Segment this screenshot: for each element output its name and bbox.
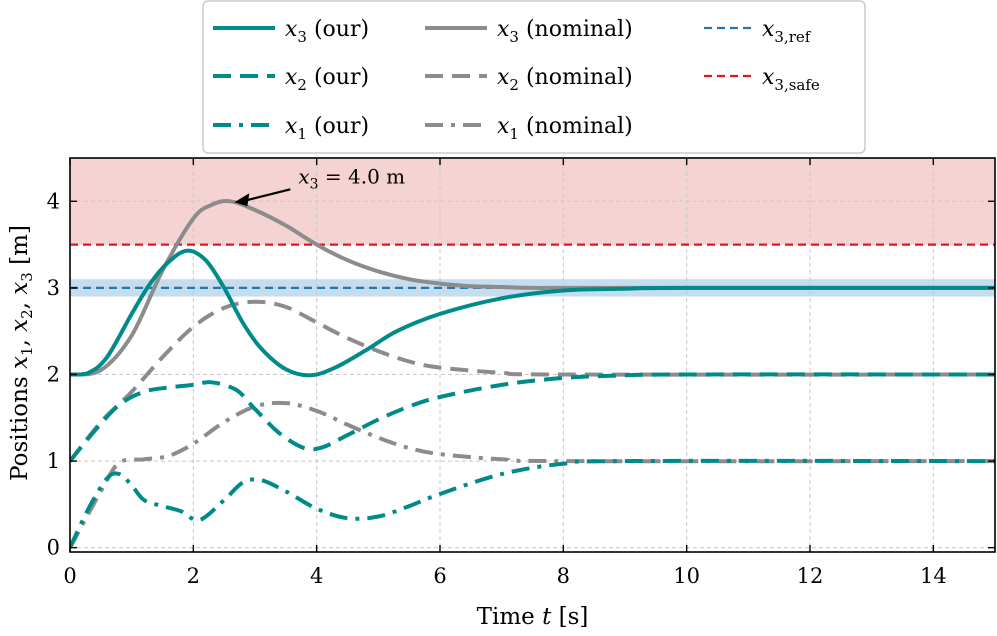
annotation-label: x3 = 4.0 m (298, 164, 405, 192)
x-tick-label: 10 (673, 564, 700, 588)
x-tick-label: 4 (310, 564, 323, 588)
y-tick-label: 1 (47, 449, 60, 473)
series-line-x2-nominal (70, 299, 995, 463)
annotation-arrow-line (246, 188, 291, 202)
y-tick-label: 3 (47, 276, 60, 300)
series-lines (70, 199, 995, 549)
axis-labels: Time t [s] Positions x1, x2, x3 [m] (7, 225, 588, 630)
annotation: x3 = 4.0 m (234, 164, 405, 207)
legend-label: x1 (our) (285, 114, 369, 143)
legend: x3 (our) x2 (our) x1 (our) x3 (nominal) x2 (… (202, 0, 866, 154)
legend-label: x3 (nominal) (497, 17, 633, 46)
series-line-x3-nominal (70, 199, 995, 377)
y-axis-label: Positions x1, x2, x3 [m] (7, 225, 36, 481)
x-tick-label: 12 (797, 564, 824, 588)
x-tick-label: 14 (920, 564, 947, 588)
legend-item: x3 (our) (213, 17, 369, 46)
y-tick-label: 0 (47, 536, 60, 560)
series-line-x3-our (70, 248, 995, 378)
series-line-x1-our (70, 458, 995, 549)
plot-frame (69, 157, 996, 553)
x-tick-label: 8 (557, 564, 570, 588)
annotation-arrow-head (234, 193, 250, 207)
legend-item: x1 (our) (213, 114, 369, 143)
y-tick-label: 2 (47, 362, 60, 386)
legend-label: x3,ref (762, 17, 812, 46)
series-line-x1-nominal (70, 400, 995, 549)
x-tick-label: 2 (187, 564, 200, 588)
legend-item: x2 (nominal) (425, 65, 633, 94)
legend-label: x1 (nominal) (497, 114, 633, 143)
x-tick-label: 6 (433, 564, 446, 588)
legend-label: x2 (our) (285, 65, 369, 94)
legend-item: x3,ref (704, 17, 812, 46)
series-line-x2-our (70, 372, 995, 463)
legend-label: x3,safe (762, 65, 820, 94)
legend-item: x3 (nominal) (425, 17, 633, 46)
y-tick-label: 4 (47, 189, 60, 213)
x-axis-label: Time t [s] (477, 604, 589, 630)
legend-label: x3 (our) (285, 17, 369, 46)
legend-item: x3,safe (704, 65, 820, 94)
x-tick-label: 0 (63, 564, 76, 588)
legend-item: x1 (nominal) (425, 114, 633, 143)
legend-box (202, 0, 866, 154)
legend-item: x2 (our) (213, 65, 369, 94)
legend-label: x2 (nominal) (497, 65, 633, 94)
shaded-regions (70, 158, 995, 297)
